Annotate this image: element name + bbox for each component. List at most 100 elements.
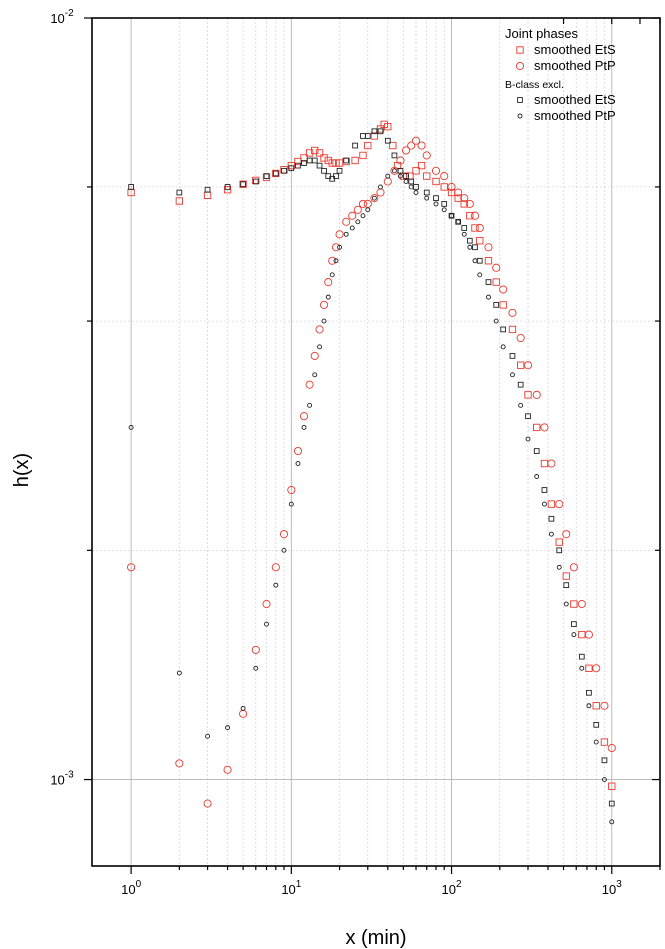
data-point — [609, 819, 615, 825]
data-point — [424, 195, 430, 201]
data-point — [484, 243, 493, 252]
data-point — [253, 665, 259, 671]
data-point — [471, 224, 479, 232]
data-point — [556, 547, 563, 554]
data-point — [461, 231, 467, 237]
data-point — [305, 149, 314, 157]
data-point — [385, 173, 391, 179]
data-point — [500, 326, 507, 333]
data-point — [454, 188, 463, 197]
data-point — [359, 151, 367, 160]
series-smoothed-ets — [128, 128, 615, 807]
y-tick-label: 10-2 — [50, 8, 74, 26]
data-point — [342, 217, 351, 226]
data-point — [476, 257, 483, 264]
data-point — [287, 161, 295, 170]
data-point — [279, 530, 289, 539]
data-point — [493, 318, 499, 324]
data-point — [547, 459, 556, 468]
data-point — [203, 799, 212, 808]
data-point — [484, 257, 493, 265]
data-point — [299, 412, 309, 421]
data-point — [562, 530, 571, 539]
data-point — [376, 188, 385, 197]
data-point — [307, 402, 313, 408]
data-point — [475, 223, 484, 233]
data-point — [391, 168, 397, 174]
data-point — [403, 179, 409, 184]
data-point — [239, 180, 247, 188]
data-point — [393, 161, 402, 170]
data-point — [127, 563, 136, 572]
data-point — [460, 194, 469, 203]
data-point — [449, 213, 455, 219]
data-point — [508, 308, 517, 317]
data-point — [281, 547, 287, 553]
data-point — [223, 186, 232, 194]
data-point — [601, 757, 608, 764]
data-point — [264, 621, 269, 627]
legend-entry-label: smoothed EtS — [534, 92, 616, 107]
data-point — [396, 156, 405, 165]
data-point — [311, 157, 318, 164]
data-point — [447, 182, 456, 192]
data-point — [315, 325, 324, 334]
data-point — [477, 272, 483, 278]
data-point — [360, 133, 366, 139]
legend-marker — [517, 113, 523, 119]
data-point — [288, 501, 294, 507]
data-point — [516, 333, 525, 343]
data-point — [240, 181, 246, 188]
data-point — [333, 173, 339, 179]
data-point — [441, 201, 448, 207]
data-point — [492, 263, 501, 272]
data-point — [328, 256, 337, 265]
data-point — [370, 194, 379, 203]
data-point — [571, 632, 577, 638]
data-point — [562, 572, 570, 580]
data-point — [509, 353, 516, 359]
legend-marker — [516, 46, 524, 54]
data-point — [403, 173, 409, 179]
data-point — [408, 178, 415, 185]
data-point — [593, 721, 600, 728]
data-point — [607, 743, 616, 753]
x-tick-label: 101 — [281, 879, 301, 897]
data-point — [441, 207, 447, 213]
data-point — [586, 689, 592, 696]
data-point — [417, 141, 426, 150]
data-point — [524, 391, 532, 399]
plot-frame — [91, 17, 661, 867]
data-point — [570, 600, 578, 608]
data-series — [127, 120, 616, 825]
data-point — [336, 167, 343, 174]
data-point — [240, 705, 246, 711]
data-point — [312, 372, 318, 378]
data-point — [608, 782, 616, 790]
data-point — [571, 621, 577, 627]
data-point — [358, 199, 368, 208]
data-point — [224, 184, 231, 190]
legend-marker — [515, 61, 525, 71]
data-point — [440, 183, 448, 191]
data-point — [205, 733, 211, 739]
x-tick-label: 102 — [442, 879, 462, 897]
data-point — [499, 285, 508, 294]
data-point — [319, 300, 329, 309]
data-point — [281, 167, 287, 174]
data-point — [523, 361, 533, 370]
y-axis-title: h(x) — [11, 453, 33, 487]
data-point — [592, 702, 600, 710]
y-tick-label: 10-3 — [50, 770, 74, 788]
data-point — [466, 212, 474, 220]
data-point — [476, 237, 484, 245]
axis-ticks — [84, 17, 661, 874]
series-smoothed-ptp — [128, 168, 615, 825]
data-point — [577, 600, 586, 609]
data-point — [417, 161, 426, 170]
data-point — [398, 173, 403, 179]
data-point — [321, 318, 327, 324]
data-point — [492, 278, 500, 286]
data-point — [470, 211, 480, 220]
data-point — [432, 177, 440, 186]
